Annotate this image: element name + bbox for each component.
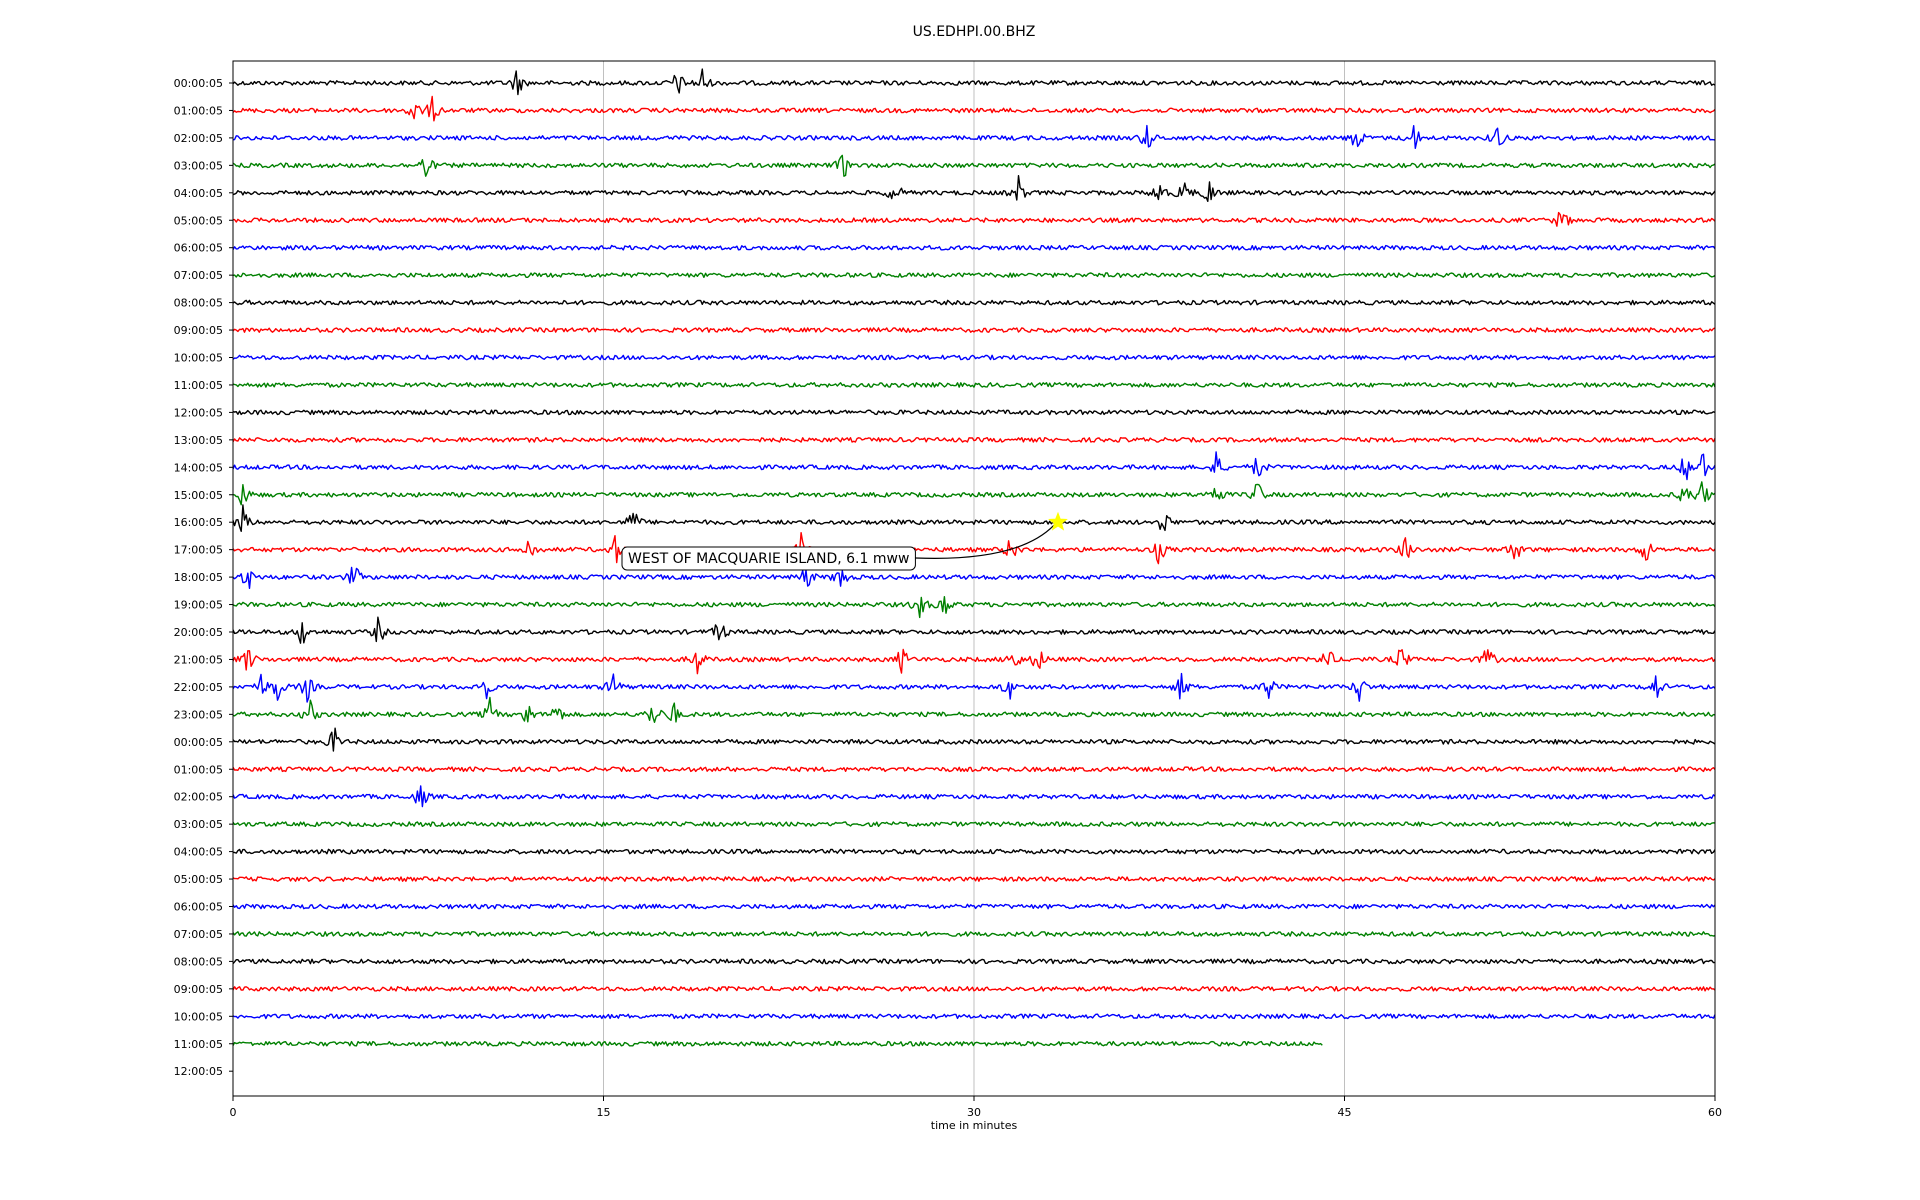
trace-row [232, 437, 1716, 443]
x-tick-label: 15 [597, 1106, 611, 1119]
trace-row [232, 211, 1716, 227]
row-time-label: 00:00:05 [174, 77, 223, 90]
row-time-label: 02:00:05 [174, 791, 223, 804]
trace-row [232, 566, 1716, 589]
row-time-label: 19:00:05 [174, 599, 223, 612]
row-time-label: 06:00:05 [174, 242, 223, 255]
row-time-labels: 00:00:05 01:00:05 02:00:05 03:00:05 04:00:05… [174, 77, 233, 1078]
trace-row [232, 272, 1716, 278]
trace-row [232, 821, 1716, 827]
trace-row [232, 727, 1716, 752]
trace-row [232, 785, 1716, 808]
row-time-label: 04:00:05 [174, 187, 223, 200]
trace-row [232, 409, 1716, 416]
trace-row [232, 124, 1716, 149]
row-time-label: 08:00:05 [174, 955, 223, 968]
row-time-label: 20:00:05 [174, 626, 223, 639]
trace-row [232, 931, 1716, 937]
row-time-label: 09:00:05 [174, 983, 223, 996]
trace-row [232, 616, 1716, 644]
trace-row [232, 986, 1716, 992]
trace-row [232, 848, 1716, 855]
row-time-label: 23:00:05 [174, 708, 223, 721]
x-axis-label: time in minutes [931, 1119, 1018, 1132]
row-time-label: 15:00:05 [174, 489, 223, 502]
row-time-label: 21:00:05 [174, 653, 223, 666]
row-time-label: 10:00:05 [174, 352, 223, 365]
row-time-label: 07:00:05 [174, 928, 223, 941]
event-annotation: WEST OF MACQUARIE ISLAND, 6.1 mww [621, 511, 1068, 571]
row-time-label: 02:00:05 [174, 132, 223, 145]
chart-title: US.EDHPI.00.BHZ [913, 24, 1036, 40]
x-tick-label: 60 [1708, 1106, 1722, 1119]
trace-row [232, 382, 1716, 388]
trace-row [232, 354, 1716, 361]
trace-row [232, 648, 1716, 675]
trace-row [232, 766, 1716, 773]
trace-row [232, 68, 1716, 96]
row-time-label: 12:00:05 [174, 1065, 223, 1078]
trace-row [232, 532, 1716, 565]
x-tick-label: 45 [1338, 1106, 1352, 1119]
trace-row [232, 1013, 1716, 1020]
trace-row [232, 244, 1716, 251]
row-time-label: 18:00:05 [174, 571, 223, 584]
trace-row [232, 175, 1716, 202]
row-time-label: 01:00:05 [174, 763, 223, 776]
trace-row [232, 596, 1716, 619]
row-time-label: 11:00:05 [174, 1038, 223, 1051]
row-time-label: 12:00:05 [174, 406, 223, 419]
trace-row [232, 95, 1716, 122]
event-star-marker [1048, 511, 1068, 531]
trace-row [232, 481, 1716, 506]
row-time-label: 07:00:05 [174, 269, 223, 282]
trace-row [232, 451, 1716, 481]
row-time-label: 13:00:05 [174, 434, 223, 447]
trace-row [232, 958, 1715, 965]
x-axis-ticks: 0 15 30 45 60 [230, 1096, 1722, 1119]
x-tick-label: 30 [967, 1106, 981, 1119]
row-time-label: 10:00:05 [174, 1010, 223, 1023]
seismogram-traces [232, 68, 1716, 1047]
row-time-label: 14:00:05 [174, 461, 223, 474]
trace-row [232, 903, 1716, 910]
annotation-label: WEST OF MACQUARIE ISLAND, 6.1 mww [628, 551, 909, 567]
row-time-label: 11:00:05 [174, 379, 223, 392]
row-time-label: 22:00:05 [174, 681, 223, 694]
row-time-label: 05:00:05 [174, 873, 223, 886]
trace-row [232, 299, 1716, 306]
trace-row [232, 876, 1716, 882]
annotation-box [621, 546, 916, 571]
x-tick-label: 0 [230, 1106, 237, 1119]
annotation-arrow [915, 524, 1055, 559]
trace-row [232, 154, 1716, 177]
row-time-label: 17:00:05 [174, 544, 223, 557]
row-time-label: 16:00:05 [174, 516, 223, 529]
row-time-label: 06:00:05 [174, 901, 223, 914]
trace-row [232, 672, 1716, 703]
trace-row [232, 696, 1716, 723]
row-time-label: 03:00:05 [174, 159, 223, 172]
row-time-label: 01:00:05 [174, 104, 223, 117]
row-time-label: 04:00:05 [174, 846, 223, 859]
row-time-label: 05:00:05 [174, 214, 223, 227]
row-time-label: 00:00:05 [174, 736, 223, 749]
row-time-label: 09:00:05 [174, 324, 223, 337]
trace-row [232, 327, 1716, 333]
trace-row [232, 504, 1716, 532]
trace-row [232, 1040, 1323, 1047]
row-time-label: 08:00:05 [174, 297, 223, 310]
row-time-label: 03:00:05 [174, 818, 223, 831]
